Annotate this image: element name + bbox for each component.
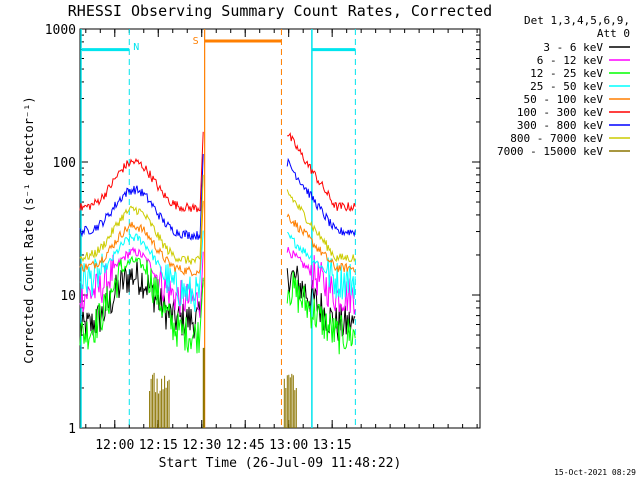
series-50-100-keV (79, 200, 356, 277)
legend-label: 800 - 7000 keV (510, 132, 603, 145)
series-25-50-keV (79, 230, 356, 312)
series-line (79, 255, 204, 354)
x-axis-ticks: 12:00 12:15 12:30 12:45 13:00 13:15 (85, 29, 478, 453)
y-axis-label: Corrected Count Rate (s⁻¹ detector⁻¹) (22, 96, 36, 363)
series-line (79, 174, 204, 265)
series-line (286, 213, 356, 273)
y-tick-label: 100 (53, 156, 76, 171)
series-12-25-keV (79, 255, 356, 355)
y-tick-label: 1000 (45, 23, 76, 38)
y-tick-label: 10 (60, 289, 76, 304)
legend-label: 6 - 12 keV (537, 54, 604, 67)
series-line (79, 131, 204, 213)
series-line (149, 372, 297, 428)
legend-label: 50 - 100 keV (524, 93, 604, 106)
x-tick-label: 12:00 (95, 438, 134, 453)
series-line (79, 230, 204, 312)
x-tick-label: 12:30 (182, 438, 221, 453)
x-axis-label: Start Time (26-Jul-09 11:48:22) (159, 456, 402, 471)
series-line (286, 189, 356, 263)
legend-label: 25 - 50 keV (530, 80, 603, 93)
series-line (79, 246, 204, 318)
night-label: N (133, 42, 139, 53)
x-tick-label: 12:15 (139, 438, 178, 453)
series-7000-15000-keV (149, 347, 297, 428)
series-line (79, 259, 204, 340)
saa-label: S (193, 36, 199, 47)
legend-label: 12 - 25 keV (530, 67, 603, 80)
series-line (287, 132, 356, 212)
series-line (286, 271, 356, 355)
footer-date: 15-Oct-2021 08:29 (554, 468, 636, 477)
series-3-6-keV (79, 259, 356, 341)
series-800-7000-keV (79, 174, 356, 265)
y-tick-label: 1 (68, 422, 76, 437)
legend-header-line-2: Att 0 (597, 27, 630, 40)
legend-label: 300 - 800 keV (517, 119, 603, 132)
legend-header-line-1: Det 1,3,4,5,6,9, (524, 14, 630, 27)
series-line (79, 200, 204, 277)
x-tick-label: 13:15 (313, 438, 352, 453)
series-line (286, 231, 356, 300)
x-tick-label: 12:45 (226, 438, 265, 453)
x-tick-label: 13:00 (269, 438, 308, 453)
series-line (286, 157, 356, 238)
series-lines (79, 131, 356, 428)
legend-label: 100 - 300 keV (517, 106, 603, 119)
series-line (286, 265, 356, 341)
series-300-800-keV (79, 153, 356, 241)
series-100-300-keV (79, 131, 356, 213)
legend-label: 3 - 6 keV (543, 41, 603, 54)
series-line (286, 246, 356, 315)
legend-label: 7000 - 15000 keV (497, 145, 603, 158)
series-6-12-keV (79, 246, 356, 318)
series-line (79, 153, 204, 241)
chart-title: RHESSI Observing Summary Count Rates, Co… (68, 2, 492, 20)
